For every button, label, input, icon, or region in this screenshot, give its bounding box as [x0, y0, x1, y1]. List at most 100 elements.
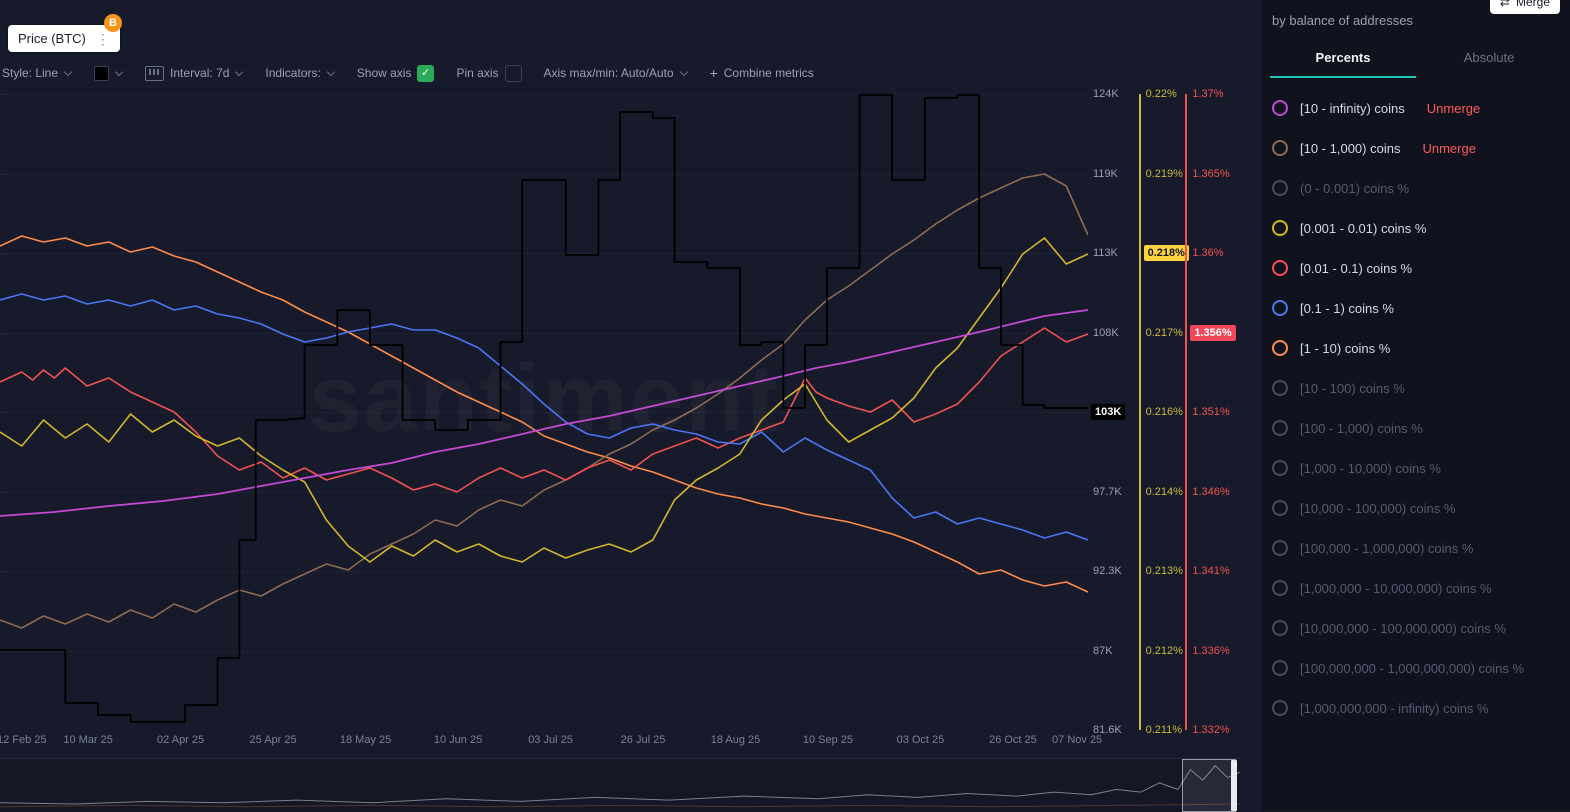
combine-metrics-button[interactable]: Combine metrics	[710, 65, 814, 81]
style-label: Style: Line	[2, 66, 59, 80]
axis-red[interactable]: 1.37% 1.365% 1.36% 1.356% 1.351% 1.346% 1.341%…	[1185, 88, 1236, 736]
axis-yellow[interactable]: 0.22% 0.219% 0.218% 0.217% 0.216% 0.214% 0.213…	[1138, 88, 1189, 736]
chart-plot-area[interactable]: santiment	[0, 94, 1088, 730]
series-line	[0, 174, 1088, 628]
interval-dropdown[interactable]: Interval: 7d	[145, 65, 243, 81]
pin-axis-toggle[interactable]: Pin axis	[456, 64, 522, 82]
x-axis-date: 18 May 25	[339, 734, 392, 746]
legend-item-label: [1,000 - 10,000) coins %	[1300, 460, 1441, 476]
legend-item[interactable]: [100,000,000 - 1,000,000,000) coins %	[1272, 648, 1570, 688]
axis-tick: 1.332%	[1192, 724, 1230, 736]
legend-ring-icon	[1272, 100, 1288, 116]
x-axis-date: 02 Apr 25	[157, 734, 205, 746]
legend-item-label: [100 - 1,000) coins %	[1300, 420, 1423, 436]
indicators-dropdown[interactable]: Indicators:	[265, 66, 334, 80]
legend-ring-icon	[1272, 620, 1288, 636]
scrubber-line	[0, 766, 1240, 804]
metric-chip-label: Price (BTC)	[18, 31, 86, 46]
btc-icon	[104, 14, 122, 32]
merge-button-label: Merge	[1515, 0, 1550, 9]
legend-item[interactable]: [1,000,000 - 10,000,000) coins %	[1272, 568, 1570, 608]
gridline	[0, 650, 1088, 652]
legend-item-label: [10,000 - 100,000) coins %	[1300, 500, 1456, 516]
x-axis-dates: 12 Feb 25 10 Mar 25 02 Apr 25 25 Apr 25 18 M…	[0, 734, 1102, 750]
axis-tick: 87K	[1093, 644, 1113, 657]
legend-item[interactable]: [10 - 1,000) coins Unmerge	[1272, 128, 1570, 168]
legend-item-label: [100,000,000 - 1,000,000,000) coins %	[1300, 660, 1525, 676]
show-axis-checkbox[interactable]	[417, 64, 435, 82]
chevron-down-icon	[235, 69, 243, 77]
x-axis-date: 03 Oct 25	[896, 734, 945, 746]
chevron-down-icon	[327, 69, 335, 77]
x-axis-date: 10 Sep 25	[802, 734, 854, 746]
unmerge-button[interactable]: Unmerge	[1422, 140, 1476, 156]
x-axis-date: 12 Feb 25	[0, 734, 47, 746]
legend-item[interactable]: [0.1 - 1) coins %	[1272, 288, 1570, 328]
chart-area: santiment 124K 119K 113K 108K 103K 97.7K 92.3K…	[0, 88, 1236, 736]
legend-item-label: [1,000,000,000 - infinity) coins %	[1300, 700, 1489, 716]
pin-axis-checkbox[interactable]	[504, 64, 522, 82]
axis-tick: 92.3K	[1093, 565, 1122, 577]
legend-item-label: [10 - 100) coins %	[1300, 380, 1405, 396]
axis-price[interactable]: 124K 119K 113K 108K 103K 97.7K 92.3K 87K 81.6K	[1088, 88, 1139, 736]
gridline	[0, 173, 1088, 175]
show-axis-toggle[interactable]: Show axis	[357, 64, 435, 82]
gridline	[0, 332, 1088, 334]
scrubber-handle[interactable]	[1231, 760, 1238, 811]
chart-toolbar: Style: Line Interval: 7d Indicators: Sho…	[2, 61, 1262, 85]
legend-item-label: [10,000,000 - 100,000,000) coins %	[1300, 620, 1506, 636]
chevron-down-icon	[64, 69, 72, 77]
legend-ring-icon	[1272, 140, 1288, 156]
series-svg	[0, 94, 1088, 730]
legend-item-label: [0.1 - 1) coins %	[1300, 300, 1394, 316]
merge-button[interactable]: Merge	[1489, 0, 1560, 14]
x-axis-date: 07 Nov 25	[1052, 734, 1103, 746]
legend-item[interactable]: [1 - 10) coins %	[1272, 328, 1570, 368]
legend-item[interactable]: [1,000,000,000 - infinity) coins %	[1272, 688, 1570, 728]
combine-metrics-label: Combine metrics	[723, 66, 814, 80]
sidebar-tabs: Percents Absolute	[1270, 44, 1562, 78]
axis-tick: 0.213%	[1145, 565, 1183, 577]
axis-maxmin-dropdown[interactable]: Axis max/min: Auto/Auto	[544, 66, 688, 80]
axis-tick: 0.219%	[1145, 167, 1183, 180]
gridline	[0, 571, 1088, 572]
legend-ring-icon	[1272, 460, 1288, 476]
legend-item[interactable]: [0.01 - 0.1) coins %	[1272, 248, 1570, 288]
legend-ring-icon	[1272, 700, 1288, 716]
legend-item[interactable]: [100 - 1,000) coins %	[1272, 408, 1570, 448]
gridline	[0, 491, 1088, 493]
legend-ring-icon	[1272, 180, 1288, 196]
axis-tick: 97.7K	[1093, 485, 1122, 498]
legend-item[interactable]: [0.001 - 0.01) coins %	[1272, 208, 1570, 248]
legend-item-label: [10 - 1,000) coins	[1300, 140, 1401, 156]
unmerge-button[interactable]: Unmerge	[1426, 100, 1481, 116]
scrubber-selection[interactable]	[1181, 759, 1238, 812]
legend-item[interactable]: [100,000 - 1,000,000) coins %	[1272, 528, 1570, 568]
sidebar-title: by balance of addresses	[1272, 13, 1413, 28]
gridline	[0, 412, 1088, 413]
axis-tick: 0.22%	[1145, 88, 1177, 100]
style-dropdown[interactable]: Style: Line	[2, 66, 72, 80]
legend-item[interactable]: [10 - 100) coins %	[1272, 368, 1570, 408]
chevron-down-icon	[115, 69, 123, 77]
x-axis-date: 25 Apr 25	[249, 734, 297, 746]
legend-item[interactable]: [10 - infinity) coins Unmerge	[1272, 88, 1570, 128]
legend-item-label: [1,000,000 - 10,000,000) coins %	[1300, 580, 1492, 596]
axis-value-badge: 0.218%	[1143, 245, 1189, 261]
kebab-menu-icon[interactable]	[96, 32, 110, 46]
legend-item[interactable]: [10,000,000 - 100,000,000) coins %	[1272, 608, 1570, 648]
scrubber-svg	[0, 759, 1240, 812]
axis-tick: 0.212%	[1145, 644, 1183, 657]
tab-absolute[interactable]: Absolute	[1463, 50, 1515, 65]
legend-item[interactable]: (0 - 0.001) coins %	[1272, 168, 1570, 208]
timeline-scrubber[interactable]	[0, 758, 1240, 812]
x-axis-date: 26 Jul 25	[620, 734, 666, 746]
tab-percents[interactable]: Percents	[1270, 44, 1416, 78]
legend-item[interactable]: [10,000 - 100,000) coins %	[1272, 488, 1570, 528]
axis-tick: 1.365%	[1192, 167, 1230, 180]
gridlines	[0, 94, 1088, 730]
metric-chip[interactable]: Price (BTC)	[8, 25, 120, 52]
x-axis-date: 10 Jun 25	[433, 734, 483, 746]
color-dropdown[interactable]	[94, 65, 123, 81]
legend-item[interactable]: [1,000 - 10,000) coins %	[1272, 448, 1570, 488]
